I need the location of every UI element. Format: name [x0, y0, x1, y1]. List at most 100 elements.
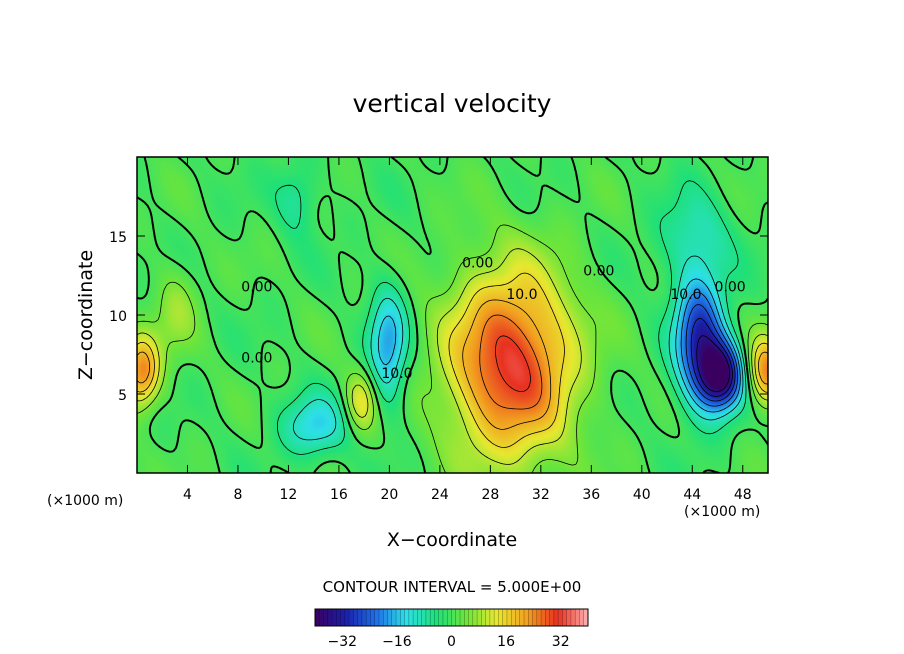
colorbar-segment [579, 609, 585, 626]
contour-interval-text: CONTOUR INTERVAL = 5.000E+00 [323, 578, 582, 596]
colorbar-segment [541, 609, 546, 626]
colorbar-tick-label: 0 [447, 634, 456, 650]
colorbar-segment [570, 609, 576, 626]
colorbar-segment [472, 609, 478, 626]
contour-level-20 [137, 299, 768, 430]
colorbar-segment [396, 609, 401, 626]
colorbar-segment [387, 609, 393, 626]
colorbar-segment [528, 609, 533, 626]
y-tick-label: 5 [118, 388, 127, 404]
colorbar-segment [468, 609, 474, 626]
contour-lines [137, 157, 768, 473]
x-tick-label: 24 [431, 487, 449, 503]
colorbar-segment [361, 609, 367, 626]
colorbar-segment [524, 609, 529, 626]
x-tick-label: 44 [683, 487, 701, 503]
x-axis-label: X−coordinate [387, 529, 517, 551]
colorbar-segment [558, 609, 563, 626]
contour-label: 10.0 [506, 287, 537, 303]
colorbar-segment [562, 609, 567, 626]
colorbar-segment [545, 609, 550, 626]
colorbar-segment [575, 609, 580, 626]
contour-label: 0.00 [462, 256, 493, 272]
colorbar-segment [383, 609, 388, 626]
colorbar-segment [336, 609, 341, 626]
contour-label: 0.00 [241, 279, 272, 295]
colorbar-ticks: −32 −16 0 16 32 [328, 634, 570, 650]
colorbar-segment [566, 609, 572, 626]
contour-label: 10.0 [670, 287, 701, 303]
colorbar-segment [378, 609, 384, 626]
colorbar-tick-label: 16 [497, 634, 515, 650]
x-tick-label: 20 [380, 487, 398, 503]
colorbar-segment [413, 609, 418, 626]
x-tick-label: 36 [582, 487, 600, 503]
colorbar-segment [506, 609, 512, 626]
contour-label: 0.00 [241, 350, 272, 366]
y-unit-label: (×1000 m) [47, 493, 123, 509]
colorbar [314, 609, 589, 626]
colorbar-segment [519, 609, 525, 626]
colorbar-segment [451, 609, 457, 626]
colorbar-segment [349, 609, 354, 626]
colorbar-segment [323, 609, 329, 626]
colorbar-segment [340, 609, 346, 626]
x-unit-label: (×1000 m) [684, 504, 760, 520]
contour-labels: 0.00 0.00 0.00 10.0 0.00 0.00 10.0 10.0 [241, 256, 745, 383]
colorbar-frame [314, 608, 589, 627]
x-tick-label: 12 [280, 487, 298, 503]
colorbar-segment [549, 609, 555, 626]
colorbar-segment [532, 609, 538, 626]
x-tick-label: 28 [481, 487, 499, 503]
colorbar-segment [408, 609, 414, 626]
colorbar-segment [498, 609, 503, 626]
colorbar-segment [481, 609, 486, 626]
x-tick-label: 40 [633, 487, 651, 503]
colorbar-segment [502, 609, 508, 626]
contour-level-neg15 [377, 278, 741, 413]
contour-level-neg35 [696, 335, 730, 393]
colorbar-segment [400, 609, 405, 626]
colorbar-segment [327, 609, 333, 626]
colorbar-segment [485, 609, 491, 626]
colorbar-segment [332, 609, 337, 626]
contour-label: 0.00 [583, 264, 614, 280]
colorbar-segment [464, 609, 469, 626]
colorbar-segment [430, 609, 435, 626]
colorbar-segment [421, 609, 427, 626]
colorbar-segment [511, 609, 516, 626]
colorbar-segment [417, 609, 422, 626]
colorbar-segment [344, 609, 350, 626]
contour-level-30 [495, 335, 531, 392]
colorbar-segment [583, 609, 589, 626]
colorbar-segment [536, 609, 542, 626]
colorbar-segment [374, 609, 380, 626]
contour-level-neg20 [680, 292, 739, 407]
contour-level-0 [137, 157, 768, 473]
x-tick-label: 32 [532, 487, 550, 503]
y-axis-ticks: 5 10 15 [109, 230, 768, 404]
colorbar-segment [477, 609, 482, 626]
contour-level-neg25 [685, 304, 736, 402]
colorbar-segment [357, 609, 363, 626]
chart-title: vertical velocity [353, 89, 552, 118]
velocity-field [137, 157, 768, 473]
colorbar-segment [494, 609, 499, 626]
colorbar-segment [370, 609, 376, 626]
colorbar-tick-label: 32 [552, 634, 570, 650]
x-tick-label: 4 [183, 487, 192, 503]
colorbar-tick-label: −16 [382, 634, 412, 650]
colorbar-segment [515, 609, 521, 626]
contour-level-neg30 [690, 317, 733, 397]
contour-level-10 [137, 248, 768, 465]
colorbar-tick-label: −32 [328, 634, 358, 650]
colorbar-segment [442, 609, 448, 626]
colorbar-segment [460, 609, 465, 626]
contour-label: 10.0 [381, 366, 412, 382]
colorbar-segment [425, 609, 431, 626]
contour-label: 0.00 [715, 279, 746, 295]
colorbar-segment [455, 609, 461, 626]
x-axis-ticks: 4 8 12 16 20 24 28 32 36 40 44 48 [183, 157, 752, 503]
x-tick-label: 16 [330, 487, 348, 503]
